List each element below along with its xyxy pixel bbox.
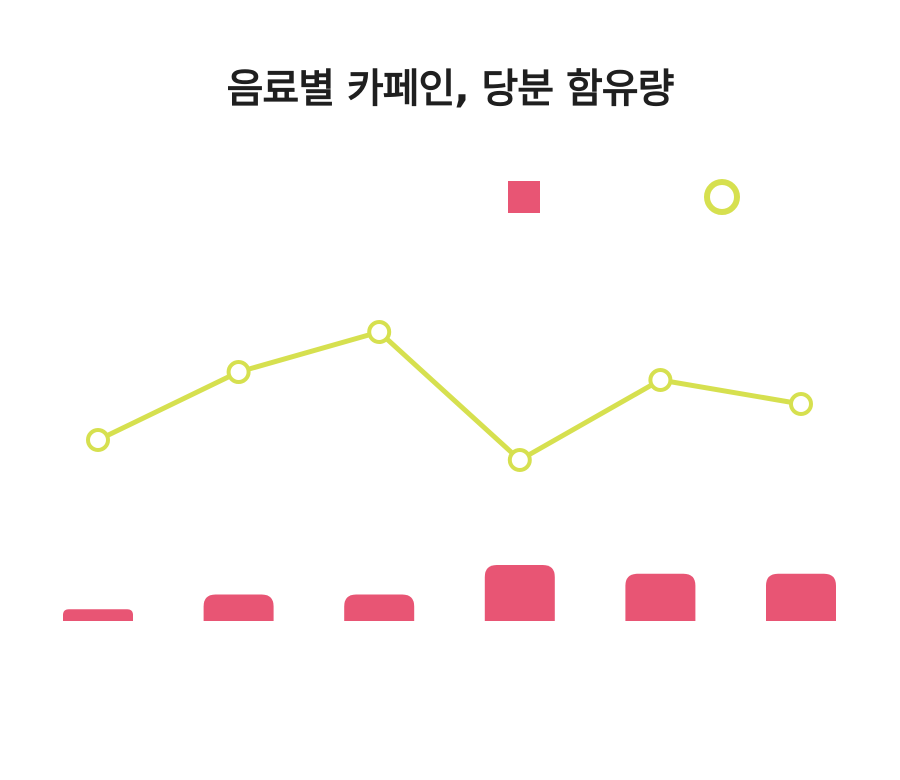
line-point <box>648 368 673 392</box>
bar <box>484 564 555 621</box>
legend <box>508 179 740 215</box>
line-point <box>789 392 813 416</box>
bar <box>63 609 133 621</box>
bar <box>203 594 274 621</box>
legend-line-swatch <box>704 179 740 215</box>
bar-series <box>63 564 836 621</box>
bar <box>625 573 696 621</box>
bar <box>344 594 415 621</box>
bar <box>766 573 836 621</box>
line-point <box>86 428 110 452</box>
chart-title: 음료별 카페인, 당분 함유량 <box>226 66 675 112</box>
legend-bar-swatch <box>508 181 540 213</box>
line-point <box>367 320 392 344</box>
line-path <box>96 329 802 463</box>
line-point <box>226 360 251 384</box>
line-series <box>86 320 813 472</box>
line-point <box>507 448 532 472</box>
